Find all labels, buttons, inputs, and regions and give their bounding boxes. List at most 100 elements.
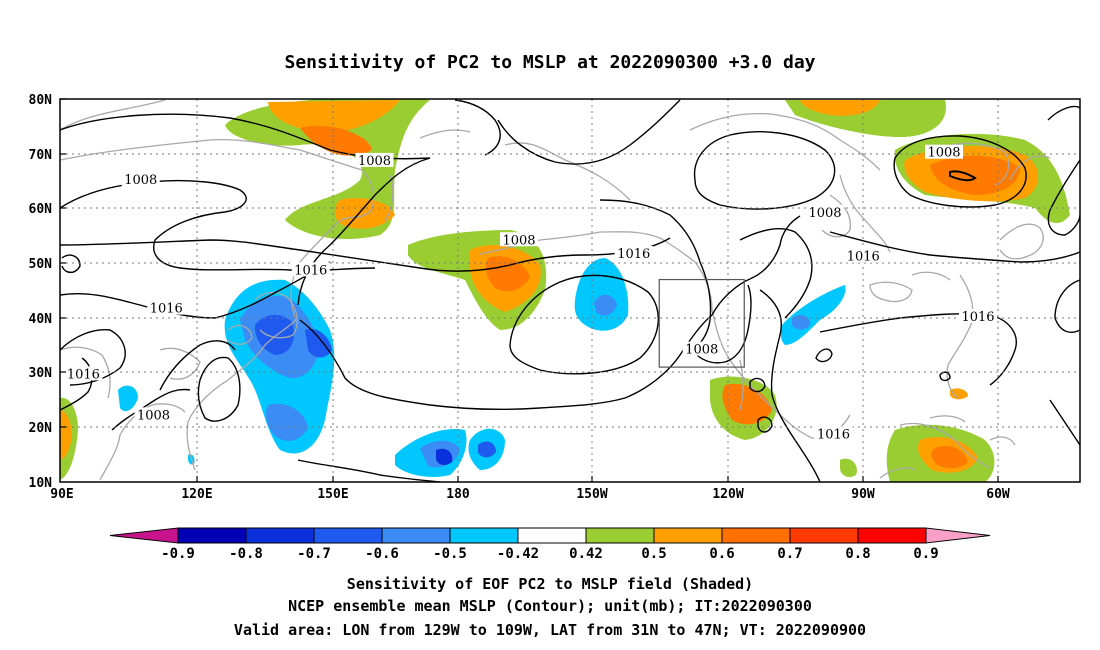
caption-line: NCEP ensemble mean MSLP (Contour); unit(…	[288, 597, 812, 615]
contour-line	[60, 239, 511, 272]
colorbar-arrow-low	[109, 527, 179, 544]
lon-label: 120W	[712, 487, 743, 502]
coastline	[934, 142, 1009, 186]
axis-ticks	[60, 98, 999, 482]
lon-label: 90W	[851, 487, 875, 502]
map-frame	[59, 98, 1081, 483]
contour-line	[949, 170, 977, 182]
colorbar-swatch	[789, 527, 859, 544]
lat-label: 60N	[29, 202, 53, 217]
coastline	[290, 169, 375, 321]
colorbar-swatch	[517, 527, 587, 544]
coastline	[989, 436, 1016, 446]
contour-line	[111, 388, 191, 431]
shade-region	[266, 403, 308, 441]
contour-line	[794, 439, 821, 482]
lat-label: 20N	[29, 421, 53, 436]
colorbar-swatch	[381, 527, 451, 544]
colorbar-label: -0.7	[297, 546, 331, 562]
shade-region	[436, 448, 453, 465]
lon-label: 120E	[181, 487, 212, 502]
colorbar-label: 0.8	[845, 546, 870, 562]
contour-line	[693, 131, 836, 210]
contour-line	[497, 99, 681, 165]
coastline	[689, 112, 881, 171]
colorbar-swatch	[857, 527, 927, 544]
lon-label: 60W	[986, 487, 1010, 502]
coastline	[999, 223, 1044, 260]
colorbar-label: -0.8	[229, 546, 263, 562]
shade-region	[300, 125, 372, 156]
contour-label: 1016	[67, 367, 100, 382]
contour-label: 1008	[502, 233, 535, 248]
contour-label: 1008	[808, 206, 841, 221]
contour-line	[599, 199, 712, 351]
shade-region	[268, 100, 400, 133]
contour-label-background	[500, 232, 538, 247]
colorbar: -0.9 -0.8 -0.7 -0.6 -0.5 -0.42 0.42 0.5 0.6 0.7 0.…	[109, 527, 991, 562]
caption-line: Valid area: LON from 129W to 109W, LAT f…	[234, 621, 866, 639]
shade-region	[800, 100, 880, 116]
contour-label: 1016	[617, 247, 650, 262]
shade-region	[118, 385, 138, 412]
contour-line	[197, 356, 241, 422]
shade-region	[305, 328, 332, 358]
contour-line	[711, 215, 801, 316]
coastline	[869, 281, 913, 303]
shade-region	[950, 388, 968, 400]
coastline	[929, 415, 966, 423]
contour-line	[815, 348, 833, 363]
colorbar-swatch	[585, 527, 655, 544]
colorbar-label: 0.6	[709, 546, 734, 562]
contour-line	[60, 328, 126, 386]
lon-label: 150E	[317, 487, 348, 502]
contour-label-background	[814, 426, 853, 441]
colorbar-swatch	[313, 527, 383, 544]
contour-label: 1016	[294, 263, 327, 278]
coastline	[899, 422, 991, 469]
contour-label: 1016	[847, 250, 880, 265]
contour-line	[60, 357, 93, 411]
coastline	[739, 359, 744, 411]
colorbar-label: 0.7	[777, 546, 802, 562]
contour-label: 1008	[685, 343, 718, 358]
contour-line	[159, 340, 236, 391]
shade-region	[792, 314, 810, 330]
colorbar-label: 0.9	[913, 546, 938, 562]
contour-label: 1008	[358, 154, 391, 169]
coastline	[1009, 155, 1051, 181]
contour-label-background	[291, 262, 330, 277]
contour-line	[691, 284, 752, 364]
contour-label: 1016	[150, 302, 183, 317]
shade-region	[722, 383, 772, 425]
contour-label: 1008	[124, 173, 157, 188]
colorbar-swatch	[245, 527, 315, 544]
contour-line	[759, 289, 796, 441]
contour-line	[819, 313, 1017, 351]
coastline	[419, 129, 471, 139]
colorbar-swatch	[177, 527, 247, 544]
lat-labels: 80N 70N 60N 50N 40N 30N 20N 10N	[29, 93, 53, 491]
shade-region	[840, 458, 857, 478]
shade-region	[931, 445, 968, 469]
contour-line	[757, 416, 773, 433]
coastline	[254, 291, 298, 339]
colorbar-swatch	[449, 527, 519, 544]
coastline	[821, 194, 851, 238]
contour-line	[299, 314, 713, 410]
coastline	[539, 231, 696, 263]
shade-region	[60, 410, 72, 460]
contour-label-background	[355, 152, 394, 167]
lat-label: 10N	[29, 476, 53, 491]
colorbar-label: -0.9	[161, 546, 195, 562]
lon-label: 180	[446, 487, 470, 502]
colorbar-swatch	[721, 527, 791, 544]
contour-label: 1016	[817, 427, 850, 442]
contour-label-background	[121, 172, 160, 187]
lon-label: 150W	[576, 487, 607, 502]
valid-area-box	[658, 278, 745, 368]
lat-label: 40N	[29, 312, 53, 327]
contour-label: 1008	[137, 408, 170, 423]
contour-line	[454, 99, 501, 156]
contour-label: 1008	[927, 146, 960, 161]
